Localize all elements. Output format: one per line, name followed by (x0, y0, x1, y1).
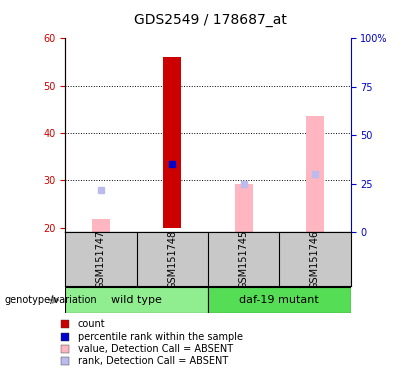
Text: GDS2549 / 178687_at: GDS2549 / 178687_at (134, 13, 286, 27)
Bar (306, 116, 324, 232)
Text: wild type: wild type (111, 295, 162, 305)
Text: percentile rank within the sample: percentile rank within the sample (78, 332, 243, 342)
Text: count: count (78, 319, 105, 329)
Text: GSM151746: GSM151746 (310, 230, 320, 289)
Text: genotype/variation: genotype/variation (4, 295, 97, 305)
Bar (208, 287, 351, 313)
Text: value, Detection Call = ABSENT: value, Detection Call = ABSENT (78, 344, 233, 354)
Bar (92, 219, 110, 232)
Text: GSM151747: GSM151747 (96, 230, 106, 289)
Bar (163, 57, 181, 228)
Bar (65, 287, 208, 313)
Text: GSM151748: GSM151748 (167, 230, 177, 289)
Text: GSM151745: GSM151745 (239, 230, 249, 289)
Text: daf-19 mutant: daf-19 mutant (239, 295, 319, 305)
Text: rank, Detection Call = ABSENT: rank, Detection Call = ABSENT (78, 356, 228, 366)
Bar (235, 184, 252, 232)
